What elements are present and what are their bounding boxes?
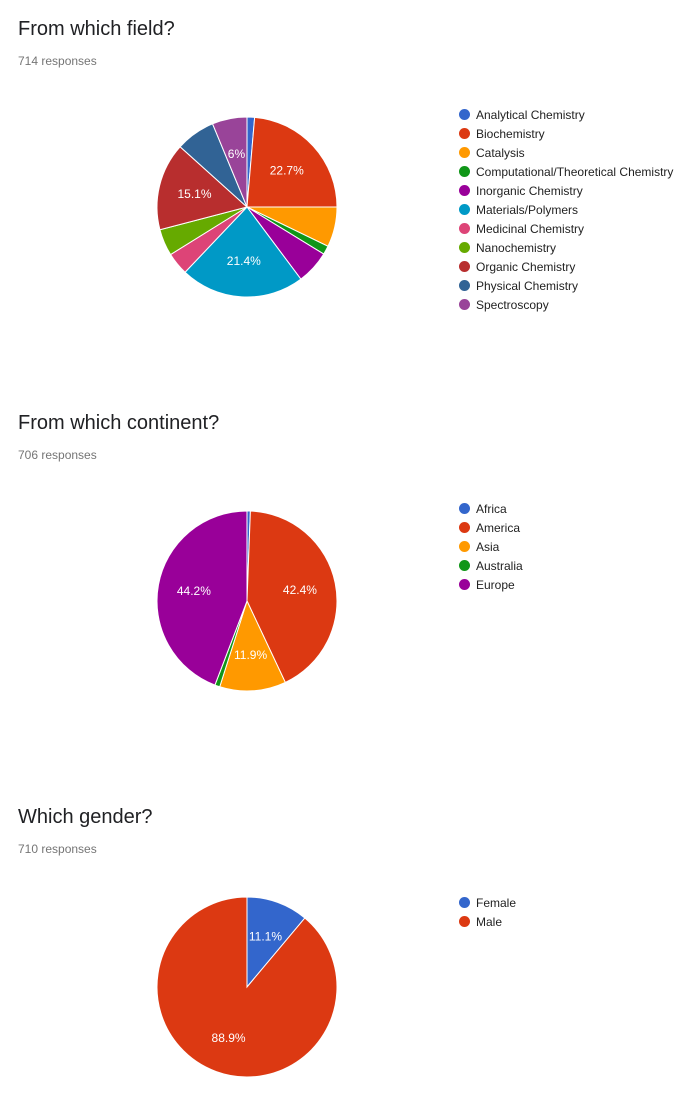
legend-swatch bbox=[459, 147, 470, 158]
legend-swatch bbox=[459, 109, 470, 120]
slice-label-female: 11.1% bbox=[249, 929, 282, 943]
legend-item-nanochemistry: Nanochemistry bbox=[459, 238, 673, 257]
legend-item-organic-chemistry: Organic Chemistry bbox=[459, 257, 673, 276]
response-count: 710 responses bbox=[18, 842, 97, 856]
pie-slice-male bbox=[156, 896, 338, 1078]
question-title: From which field? bbox=[18, 18, 175, 40]
legend-label: America bbox=[476, 520, 521, 535]
legend-item-australia: Australia bbox=[459, 556, 523, 575]
legend-swatch bbox=[459, 242, 470, 253]
legend-swatch bbox=[459, 128, 470, 139]
slice-label-biochemistry: 22.7% bbox=[270, 163, 304, 177]
slice-label-europe: 44.2% bbox=[177, 584, 211, 598]
legend-swatch bbox=[459, 166, 470, 177]
legend-label: Europe bbox=[476, 577, 515, 592]
legend-label: Medicinal Chemistry bbox=[476, 221, 585, 236]
pie-slice-asia bbox=[219, 599, 286, 692]
legend-field: Analytical Chemistry Biochemistry Catalysi… bbox=[459, 105, 673, 314]
legend-item-computational-theoretical-chemistry: Computational/Theoretical Chemistry bbox=[459, 162, 673, 181]
pie-slice-organic-chemistry bbox=[156, 146, 249, 231]
legend-swatch bbox=[459, 223, 470, 234]
legend-item-spectroscopy: Spectroscopy bbox=[459, 295, 673, 314]
section-gender: Which gender? 710 responses 11.1% 88.9% F… bbox=[0, 806, 696, 1106]
legend-item-physical-chemistry: Physical Chemistry bbox=[459, 276, 673, 295]
legend-item-medicinal-chemistry: Medicinal Chemistry bbox=[459, 219, 673, 238]
pie-chart-continent: 42.4% 11.9% 44.2% bbox=[156, 510, 338, 692]
legend-item-biochemistry: Biochemistry bbox=[459, 124, 673, 143]
legend-label: Analytical Chemistry bbox=[476, 107, 585, 122]
section-field: From which field? 714 responses 22.7% 21.… bbox=[0, 18, 696, 378]
legend-label: Africa bbox=[476, 501, 507, 516]
pie-chart-gender: 11.1% 88.9% bbox=[156, 896, 338, 1078]
legend-gender: Female Male bbox=[459, 893, 516, 931]
question-title: From which continent? bbox=[18, 412, 220, 434]
pie-slice-spectroscopy bbox=[211, 116, 248, 208]
legend-item-europe: Europe bbox=[459, 575, 523, 594]
pie-slice-biochemistry bbox=[246, 116, 338, 208]
legend-item-asia: Asia bbox=[459, 537, 523, 556]
legend-label: Materials/Polymers bbox=[476, 202, 579, 217]
pie-slice-america bbox=[246, 510, 338, 684]
section-continent: From which continent? 706 responses 42.4… bbox=[0, 412, 696, 772]
legend-swatch bbox=[459, 185, 470, 196]
legend-label: Female bbox=[476, 895, 517, 910]
legend-swatch bbox=[459, 541, 470, 552]
legend-label: Australia bbox=[476, 558, 523, 573]
slice-label-spectroscopy: 6% bbox=[228, 147, 246, 161]
response-count: 714 responses bbox=[18, 54, 97, 68]
legend-item-analytical-chemistry: Analytical Chemistry bbox=[459, 105, 673, 124]
legend-swatch bbox=[459, 897, 470, 908]
legend-label: Biochemistry bbox=[476, 126, 545, 141]
legend-swatch bbox=[459, 916, 470, 927]
question-title: Which gender? bbox=[18, 806, 153, 828]
legend-item-america: America bbox=[459, 518, 523, 537]
legend-swatch bbox=[459, 299, 470, 310]
legend-swatch bbox=[459, 579, 470, 590]
legend-label: Physical Chemistry bbox=[476, 278, 579, 293]
legend-item-catalysis: Catalysis bbox=[459, 143, 673, 162]
legend-label: Catalysis bbox=[476, 145, 525, 160]
response-count: 706 responses bbox=[18, 448, 97, 462]
pie-chart-field: 22.7% 21.4% 15.1% 6% bbox=[156, 116, 338, 298]
legend-item-materials-polymers: Materials/Polymers bbox=[459, 200, 673, 219]
legend-item-africa: Africa bbox=[459, 499, 523, 518]
legend-item-female: Female bbox=[459, 893, 516, 912]
legend-item-male: Male bbox=[459, 912, 516, 931]
legend-label: Organic Chemistry bbox=[476, 259, 576, 274]
legend-label: Spectroscopy bbox=[476, 297, 549, 312]
slice-label-male: 88.9% bbox=[212, 1031, 246, 1045]
slice-label-organic-chemistry: 15.1% bbox=[178, 187, 212, 201]
legend-swatch bbox=[459, 503, 470, 514]
legend-item-inorganic-chemistry: Inorganic Chemistry bbox=[459, 181, 673, 200]
slice-label-america: 42.4% bbox=[283, 583, 317, 597]
legend-swatch bbox=[459, 261, 470, 272]
legend-swatch bbox=[459, 204, 470, 215]
legend-label: Male bbox=[476, 914, 503, 929]
legend-continent: Africa America Asia Australia Europe bbox=[459, 499, 523, 594]
slice-label-materials-polymers: 21.4% bbox=[227, 254, 261, 268]
slice-label-asia: 11.9% bbox=[234, 648, 267, 662]
legend-swatch bbox=[459, 560, 470, 571]
legend-label: Nanochemistry bbox=[476, 240, 557, 255]
pie-slice-europe bbox=[156, 510, 248, 686]
legend-label: Computational/Theoretical Chemistry bbox=[476, 164, 674, 179]
legend-label: Asia bbox=[476, 539, 500, 554]
pie-slice-materials-polymers bbox=[184, 206, 302, 298]
legend-swatch bbox=[459, 280, 470, 291]
legend-swatch bbox=[459, 522, 470, 533]
legend-label: Inorganic Chemistry bbox=[476, 183, 583, 198]
